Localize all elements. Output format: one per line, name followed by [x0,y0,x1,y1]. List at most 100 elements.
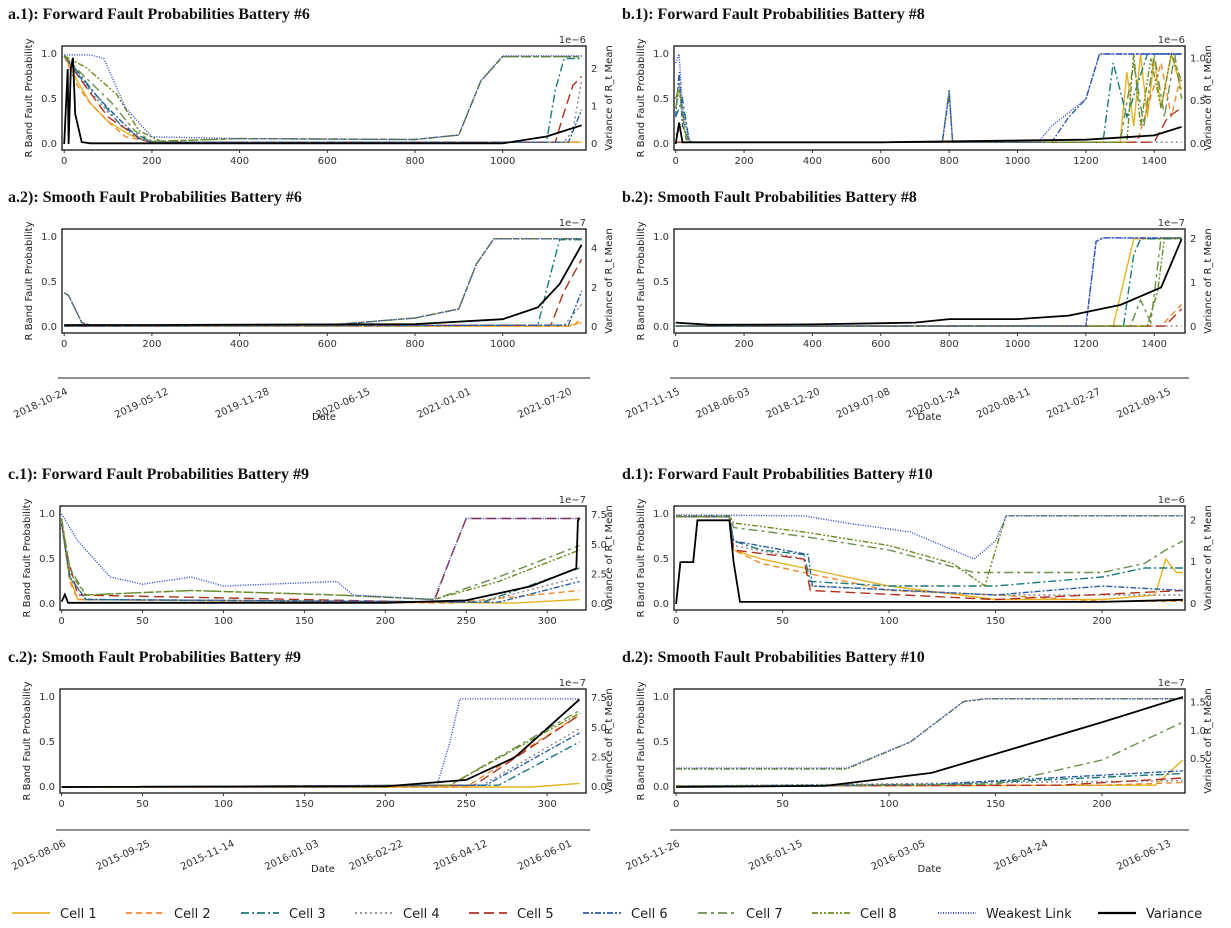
series-line-cell-7 [676,721,1184,787]
series-line-cell-6 [675,53,1182,143]
series-line-variance [60,517,581,604]
legend-label: Cell 7 [746,907,783,922]
y2-axis-label: Variance of R_t Mean [1203,45,1214,151]
series-line-cell-5 [675,308,1183,327]
chart-title: b.2): Smooth Fault Probabilities Battery… [622,189,917,206]
axis-exponent: 1e−7 [1158,678,1185,689]
x-tick-label: 250 [457,616,476,627]
chart-title: d.1): Forward Fault Probabilities Batter… [622,466,933,483]
x-tick-label: 600 [871,156,890,167]
x-tick-label: 200 [142,339,161,350]
x-tick-label: 1200 [1073,156,1098,167]
series-line-variance [676,696,1184,788]
series-line-cell-7 [63,238,582,326]
x-tick-label: 0 [673,799,679,810]
x-tick-label: 1400 [1142,156,1167,167]
y2-axis-label: Variance of R_t Mean [604,228,615,334]
series-line-cell-4 [61,727,580,788]
y2-axis-label: Variance of R_t Mean [604,505,615,611]
series-line-cell-5 [60,517,580,603]
y-tick-label: 0.0 [653,599,669,610]
date-tick-label: 2021-09-15 [1115,386,1172,421]
y-tick-label: 0.0 [41,139,57,150]
series-line-cell-6 [60,522,580,603]
y-axis-label: R Band Fault Probability [636,38,647,157]
y2-tick-label: 7.5 [591,510,607,521]
series-line-cell-7 [676,516,1184,574]
date-tick-label: 2019-07-08 [835,386,892,421]
series-line-cell-3 [60,522,580,603]
series-line-cell-8 [63,238,582,326]
x-tick-label: 0 [58,616,64,627]
series-line-cell-2 [61,714,580,788]
axis-exponent: 1e−7 [559,495,586,506]
y2-tick-label: 0 [591,322,597,333]
x-tick-label: 0 [61,156,67,167]
date-axis-label: Date [918,864,942,875]
y2-axis-label: Variance of R_t Mean [604,688,615,794]
x-tick-label: 150 [295,799,314,810]
date-tick-label: 2016-06-13 [1115,838,1172,873]
date-tick-label: 2016-06-01 [516,838,573,873]
y-tick-label: 0.5 [653,554,669,565]
y-tick-label: 1.0 [39,692,55,703]
y-tick-label: 1.0 [41,49,57,60]
x-tick-label: 600 [871,339,890,350]
y-tick-label: 0.5 [653,94,669,105]
series-line-cell-4 [63,55,583,143]
x-tick-label: 800 [405,339,424,350]
chart-a1: a.1): Forward Fault Probabilities Batter… [8,6,615,167]
x-tick-label: 600 [318,156,337,167]
chart-title: b.1): Forward Fault Probabilities Batter… [622,6,925,23]
axis-exponent: 1e−7 [559,218,586,229]
date-tick-label: 2016-04-12 [432,838,489,873]
series-line-cell-6 [675,237,1182,327]
y2-tick-label: 1.0 [1190,726,1206,737]
series-line-weakest-link [64,54,582,141]
series-line-cell-5 [63,55,583,143]
legend-label: Cell 2 [174,907,211,922]
y-tick-label: 0.5 [39,737,55,748]
x-tick-label: 400 [230,156,249,167]
legend: Cell 1 Cell 2 Cell 3 Cell 4 Cell 5 Cell 6 Cell… [12,907,1202,922]
series-line-weakest-link [61,698,580,788]
axis-exponent: 1e−6 [559,35,586,46]
x-tick-label: 200 [142,156,161,167]
x-tick-label: 50 [136,616,149,627]
x-tick-label: 400 [803,156,822,167]
y2-tick-label: 4 [591,244,597,255]
y2-tick-label: 1.5 [1190,698,1206,709]
x-tick-label: 800 [940,339,959,350]
series-line-cell-8 [675,51,1183,143]
y2-tick-label: 2.5 [591,569,607,580]
date-tick-label: 2015-08-06 [10,838,67,873]
y2-tick-label: 1.0 [1190,53,1206,64]
x-tick-label: 250 [457,799,476,810]
x-tick-label: 400 [803,339,822,350]
series-line-cell-5 [675,107,1182,143]
y-tick-label: 0.0 [39,599,55,610]
series-line-cell-1 [63,55,582,143]
plot-frame [59,688,587,794]
y-axis-label: R Band Fault Probability [22,681,33,800]
y-tick-label: 1.0 [39,509,55,520]
y-tick-label: 1.0 [653,692,669,703]
y-tick-label: 0.5 [41,94,57,105]
date-tick-label: 2015-11-14 [179,838,236,873]
y2-tick-label: 2 [1190,515,1196,526]
series-line-cell-7 [60,518,580,601]
x-tick-label: 0 [673,616,679,627]
series-line-cell-2 [63,55,582,143]
plot-frame [673,45,1186,151]
legend-label: Cell 4 [403,907,440,922]
series-line-variance [675,519,1183,605]
y-axis-label: R Band Fault Probability [24,221,35,340]
x-tick-label: 300 [538,799,557,810]
series-line-cell-4 [64,304,583,327]
y2-tick-label: 5.0 [591,723,607,734]
y-tick-label: 0.0 [653,782,669,793]
y2-tick-label: 0 [1190,322,1196,333]
y2-tick-label: 0.0 [591,599,607,610]
series-line-weakest-link [676,698,1183,769]
